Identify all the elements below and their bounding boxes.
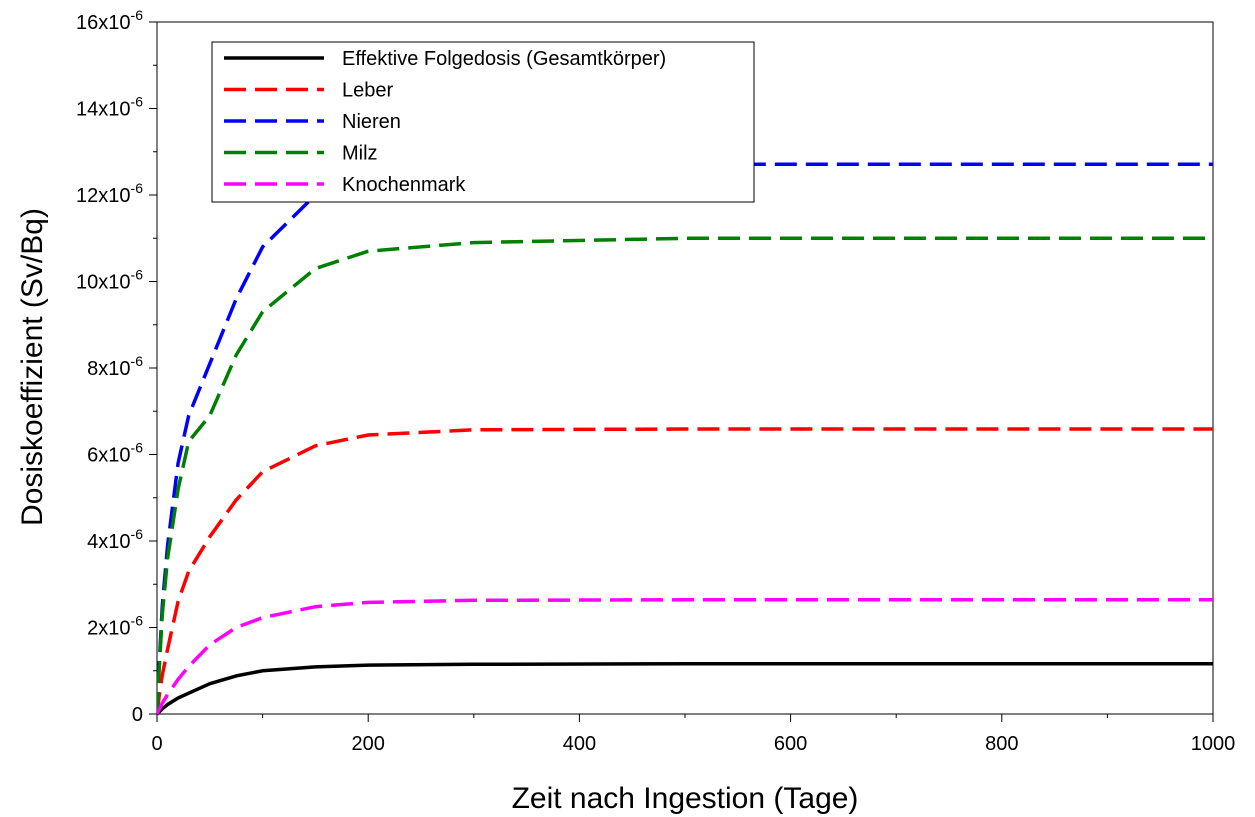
y-tick-label: 6x10-6 [87, 440, 143, 467]
y-tick-mantissa: 0 [132, 704, 143, 726]
y-tick-exponent: -6 [131, 353, 144, 369]
legend-label-2: Nieren [342, 111, 401, 133]
y-tick-exponent: -6 [131, 267, 144, 283]
y-tick-label: 4x10-6 [87, 526, 143, 553]
legend: Effektive Folgedosis (Gesamtkörper) Leber… [211, 41, 755, 203]
y-axis-title: Dosiskoeffizient (Sv/Bq) [16, 208, 49, 526]
y-tick-exponent: -6 [131, 613, 144, 629]
y-tick-mantissa: 8x10 [87, 358, 130, 380]
y-tick-label: 12x10-6 [76, 180, 143, 207]
x-axis-title: Zeit nach Ingestion (Tage) [512, 782, 859, 815]
series-line-0 [157, 662, 1213, 716]
y-tick-mantissa: 12x10 [76, 185, 131, 207]
x-tick-label: 400 [563, 733, 596, 755]
x-tick-label: 200 [352, 733, 385, 755]
legend-label-0: Effektive Folgedosis (Gesamtkörper) [342, 48, 666, 70]
x-tick-label: 800 [985, 733, 1018, 755]
y-tick-exponent: -6 [131, 526, 144, 542]
series-layer [157, 162, 1213, 716]
y-tick-exponent: -6 [131, 7, 144, 23]
y-tick-mantissa: 4x10 [87, 531, 130, 553]
y-tick-exponent: -6 [131, 94, 144, 110]
x-tick-label: 0 [151, 733, 162, 755]
y-tick-mantissa: 14x10 [76, 99, 131, 121]
legend-label-1: Leber [342, 80, 393, 102]
y-tick-mantissa: 2x10 [87, 618, 130, 640]
legend-label-3: Milz [342, 143, 378, 165]
y-tick-label: 10x10-6 [76, 267, 143, 294]
series-line-3 [157, 236, 1213, 715]
y-tick-label: 0 [132, 704, 143, 726]
y-tick-label: 8x10-6 [87, 353, 143, 380]
y-tick-label: 16x10-6 [76, 7, 143, 34]
x-tick-label: 600 [774, 733, 807, 755]
series-line-4 [157, 598, 1213, 715]
y-tick-label: 2x10-6 [87, 613, 143, 640]
series-line-1 [157, 427, 1213, 715]
y-tick-mantissa: 16x10 [76, 12, 131, 34]
y-tick-mantissa: 10x10 [76, 272, 131, 294]
axes-layer: 0 200 400 600 800 100002x10-64x10-66x10-68x10… [76, 7, 1235, 755]
series-line-2 [157, 162, 1213, 715]
x-tick-label: 1000 [1191, 733, 1236, 755]
y-tick-label: 14x10-6 [76, 94, 143, 121]
y-tick-mantissa: 6x10 [87, 445, 130, 467]
y-tick-exponent: -6 [131, 180, 144, 196]
legend-label-4: Knochenmark [342, 174, 466, 196]
y-tick-exponent: -6 [131, 440, 144, 456]
